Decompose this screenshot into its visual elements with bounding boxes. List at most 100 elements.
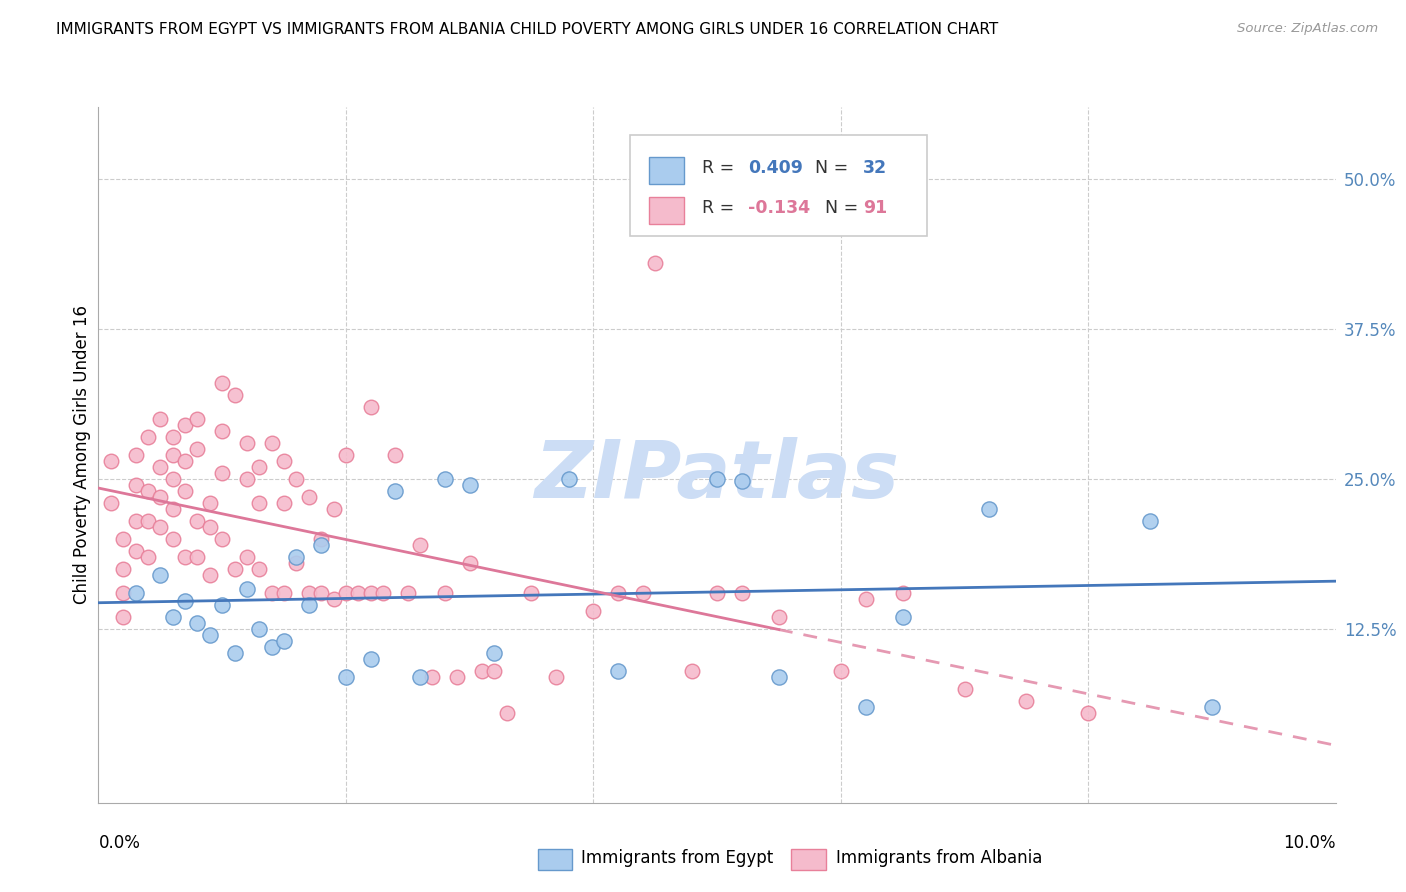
- Point: [891, 610, 914, 624]
- FancyBboxPatch shape: [792, 849, 825, 871]
- Point: [186, 514, 208, 528]
- Point: [149, 459, 172, 474]
- Point: [273, 586, 295, 600]
- Point: [224, 562, 246, 576]
- Point: [186, 615, 208, 630]
- Text: 91: 91: [863, 199, 887, 217]
- Text: 0.409: 0.409: [748, 160, 803, 178]
- Point: [607, 586, 630, 600]
- Point: [322, 502, 344, 516]
- Point: [484, 646, 506, 660]
- FancyBboxPatch shape: [650, 157, 683, 184]
- Point: [891, 586, 914, 600]
- Point: [495, 706, 517, 720]
- Point: [371, 586, 394, 600]
- Point: [260, 640, 283, 654]
- Point: [409, 538, 432, 552]
- Point: [236, 582, 259, 597]
- Point: [211, 598, 233, 612]
- Point: [731, 475, 754, 489]
- Point: [384, 448, 406, 462]
- Point: [298, 598, 321, 612]
- Point: [124, 586, 146, 600]
- Point: [557, 472, 579, 486]
- Text: R =: R =: [702, 160, 740, 178]
- FancyBboxPatch shape: [650, 197, 683, 224]
- Point: [520, 586, 543, 600]
- Point: [162, 472, 184, 486]
- Point: [644, 256, 666, 270]
- Point: [360, 586, 382, 600]
- Text: 32: 32: [863, 160, 887, 178]
- Point: [162, 430, 184, 444]
- Text: 10.0%: 10.0%: [1284, 834, 1336, 852]
- Point: [174, 417, 197, 432]
- Point: [224, 646, 246, 660]
- Point: [260, 436, 283, 450]
- Point: [384, 483, 406, 498]
- Text: R =: R =: [702, 199, 740, 217]
- Point: [112, 532, 135, 546]
- Point: [136, 430, 159, 444]
- Point: [422, 670, 444, 684]
- Point: [186, 442, 208, 456]
- Point: [855, 591, 877, 606]
- Point: [198, 628, 221, 642]
- Point: [681, 664, 703, 678]
- Point: [273, 633, 295, 648]
- Text: ZIPatlas: ZIPatlas: [534, 437, 900, 515]
- Point: [124, 478, 146, 492]
- Point: [224, 388, 246, 402]
- Point: [347, 586, 370, 600]
- Point: [458, 556, 481, 570]
- Point: [162, 502, 184, 516]
- Point: [247, 459, 270, 474]
- Point: [409, 670, 432, 684]
- Point: [285, 549, 308, 564]
- Point: [174, 594, 197, 608]
- Point: [335, 586, 357, 600]
- Point: [162, 448, 184, 462]
- Text: Source: ZipAtlas.com: Source: ZipAtlas.com: [1237, 22, 1378, 36]
- Point: [1201, 699, 1223, 714]
- Point: [433, 472, 456, 486]
- Point: [309, 586, 332, 600]
- Point: [149, 412, 172, 426]
- Point: [124, 514, 146, 528]
- Point: [484, 664, 506, 678]
- Point: [211, 466, 233, 480]
- Point: [136, 514, 159, 528]
- Point: [446, 670, 468, 684]
- Text: IMMIGRANTS FROM EGYPT VS IMMIGRANTS FROM ALBANIA CHILD POVERTY AMONG GIRLS UNDER: IMMIGRANTS FROM EGYPT VS IMMIGRANTS FROM…: [56, 22, 998, 37]
- Point: [112, 610, 135, 624]
- Text: Immigrants from Albania: Immigrants from Albania: [835, 849, 1042, 867]
- Point: [174, 483, 197, 498]
- Point: [236, 436, 259, 450]
- Point: [830, 664, 852, 678]
- Y-axis label: Child Poverty Among Girls Under 16: Child Poverty Among Girls Under 16: [73, 305, 91, 605]
- Point: [1015, 694, 1038, 708]
- Point: [706, 586, 728, 600]
- Point: [247, 562, 270, 576]
- Point: [186, 549, 208, 564]
- Text: N =: N =: [804, 160, 853, 178]
- Point: [360, 652, 382, 666]
- Point: [546, 670, 568, 684]
- Point: [100, 454, 122, 468]
- Point: [458, 478, 481, 492]
- FancyBboxPatch shape: [537, 849, 572, 871]
- Point: [335, 448, 357, 462]
- Point: [298, 490, 321, 504]
- Point: [706, 472, 728, 486]
- Point: [124, 448, 146, 462]
- Point: [322, 591, 344, 606]
- Point: [136, 549, 159, 564]
- Point: [211, 424, 233, 438]
- Text: N =: N =: [814, 199, 863, 217]
- Point: [396, 586, 419, 600]
- Point: [979, 502, 1001, 516]
- Point: [285, 472, 308, 486]
- Point: [273, 454, 295, 468]
- Point: [1077, 706, 1099, 720]
- Point: [236, 549, 259, 564]
